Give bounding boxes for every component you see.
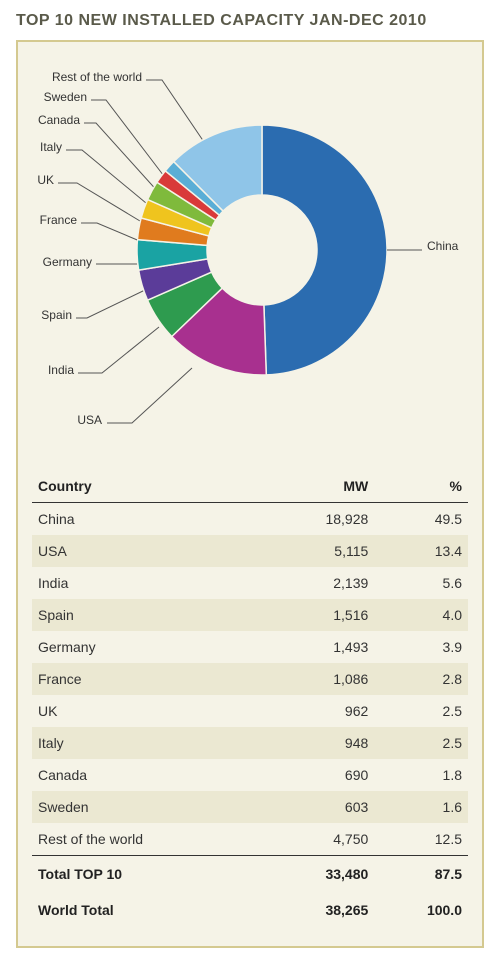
table-row: France1,0862.8 — [32, 663, 468, 695]
slice-label: China — [427, 239, 458, 253]
slice-label: Germany — [43, 255, 92, 269]
cell-pct: 2.8 — [374, 663, 468, 695]
table-row: China18,92849.5 — [32, 503, 468, 536]
cell-mw: 962 — [265, 695, 374, 727]
slice-label: India — [48, 363, 74, 377]
donut-chart: China USA India Spain Germany France UK Italy Ca… — [32, 60, 472, 440]
total-label: World Total — [32, 892, 265, 928]
cell-mw: 1,516 — [265, 599, 374, 631]
cell-country: China — [32, 503, 265, 536]
cell-pct: 2.5 — [374, 695, 468, 727]
chart-frame: ChinaUSAIndiaSpainGermanyFranceUKItalyCa… — [16, 40, 484, 948]
cell-mw: 948 — [265, 727, 374, 759]
table-row: Canada6901.8 — [32, 759, 468, 791]
cell-pct: 13.4 — [374, 535, 468, 567]
leader-line — [107, 368, 192, 423]
table-row: UK9622.5 — [32, 695, 468, 727]
cell-country: India — [32, 567, 265, 599]
cell-country: UK — [32, 695, 265, 727]
slice-label: France — [40, 213, 77, 227]
page-title: TOP 10 NEW INSTALLED CAPACITY JAN-DEC 20… — [16, 12, 484, 30]
slice-label: Spain — [41, 308, 72, 322]
cell-country: USA — [32, 535, 265, 567]
total-pct: 87.5 — [374, 856, 468, 893]
cell-mw: 5,115 — [265, 535, 374, 567]
cell-country: Italy — [32, 727, 265, 759]
cell-pct: 49.5 — [374, 503, 468, 536]
cell-mw: 2,139 — [265, 567, 374, 599]
col-mw: MW — [265, 470, 374, 503]
slice-label: Sweden — [44, 90, 87, 104]
cell-mw: 1,493 — [265, 631, 374, 663]
cell-pct: 1.8 — [374, 759, 468, 791]
table-row: USA5,11513.4 — [32, 535, 468, 567]
cell-country: Spain — [32, 599, 265, 631]
total-mw: 33,480 — [265, 856, 374, 893]
table-row: Italy9482.5 — [32, 727, 468, 759]
total-mw: 38,265 — [265, 892, 374, 928]
cell-pct: 2.5 — [374, 727, 468, 759]
cell-country: Sweden — [32, 791, 265, 823]
data-table: Country MW % China18,92849.5USA5,11513.4… — [32, 470, 468, 928]
col-pct: % — [374, 470, 468, 503]
table-total-row: World Total38,265100.0 — [32, 892, 468, 928]
slice-label: Italy — [40, 140, 62, 154]
cell-mw: 18,928 — [265, 503, 374, 536]
total-label: Total TOP 10 — [32, 856, 265, 893]
leader-line — [81, 223, 142, 242]
cell-pct: 3.9 — [374, 631, 468, 663]
cell-pct: 12.5 — [374, 823, 468, 856]
cell-country: Germany — [32, 631, 265, 663]
table-total-row: Total TOP 1033,48087.5 — [32, 856, 468, 893]
table-row: India2,1395.6 — [32, 567, 468, 599]
donut-hole — [207, 195, 317, 305]
slice-label: USA — [77, 413, 102, 427]
cell-country: Rest of the world — [32, 823, 265, 856]
slice-label: Rest of the world — [52, 70, 142, 84]
table-header-row: Country MW % — [32, 470, 468, 503]
table-row: Spain1,5164.0 — [32, 599, 468, 631]
slice-label: UK — [37, 173, 54, 187]
cell-pct: 5.6 — [374, 567, 468, 599]
donut-svg — [137, 125, 387, 375]
cell-country: Canada — [32, 759, 265, 791]
slice-label: Canada — [38, 113, 80, 127]
table-row: Germany1,4933.9 — [32, 631, 468, 663]
total-pct: 100.0 — [374, 892, 468, 928]
table-row: Rest of the world4,75012.5 — [32, 823, 468, 856]
container: TOP 10 NEW INSTALLED CAPACITY JAN-DEC 20… — [0, 0, 500, 960]
col-country: Country — [32, 470, 265, 503]
cell-mw: 603 — [265, 791, 374, 823]
cell-country: France — [32, 663, 265, 695]
cell-pct: 1.6 — [374, 791, 468, 823]
table-row: Sweden6031.6 — [32, 791, 468, 823]
cell-mw: 690 — [265, 759, 374, 791]
cell-mw: 4,750 — [265, 823, 374, 856]
leader-line — [76, 290, 145, 318]
cell-mw: 1,086 — [265, 663, 374, 695]
cell-pct: 4.0 — [374, 599, 468, 631]
